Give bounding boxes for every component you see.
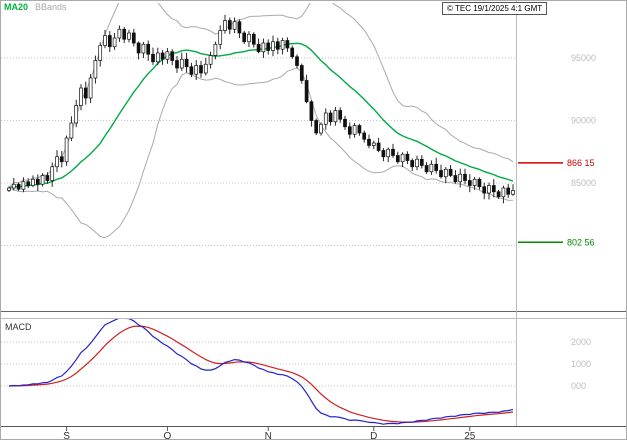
price-plot [7, 3, 515, 239]
legend-bbands-label: BBands [35, 2, 67, 12]
ma20-line [8, 42, 514, 189]
x-tick-label: D [370, 431, 377, 440]
macd-signal-line [8, 325, 514, 423]
price-tick-label: 90000 [571, 116, 596, 126]
price-tick-label: 85000 [571, 178, 596, 188]
macd-plot [8, 319, 514, 425]
x-tick-label: 25 [464, 431, 476, 440]
macd-panel-label: MACD [5, 322, 32, 332]
legend-ma20-label: MA20 [4, 2, 29, 12]
copyright-label: © TEC 19/1/2025 4:1 GMT [442, 2, 548, 15]
x-tick-label: S [63, 431, 70, 440]
level-label: 866 15 [567, 158, 595, 168]
price-tick-label: 95000 [571, 53, 596, 63]
macd-line [8, 319, 514, 425]
bollinger-lower-line [8, 67, 514, 239]
legend: MA20 BBands [4, 2, 67, 13]
level-label: 802 56 [567, 237, 595, 247]
bollinger-upper-line [8, 3, 514, 189]
x-tick-label: O [164, 431, 172, 440]
x-tick-label: N [265, 431, 272, 440]
macd-tick-label: 2000 [571, 337, 591, 347]
macd-tick-label: 1000 [571, 359, 591, 369]
candlestick-series [7, 14, 515, 204]
macd-tick-label: 000 [571, 381, 586, 391]
